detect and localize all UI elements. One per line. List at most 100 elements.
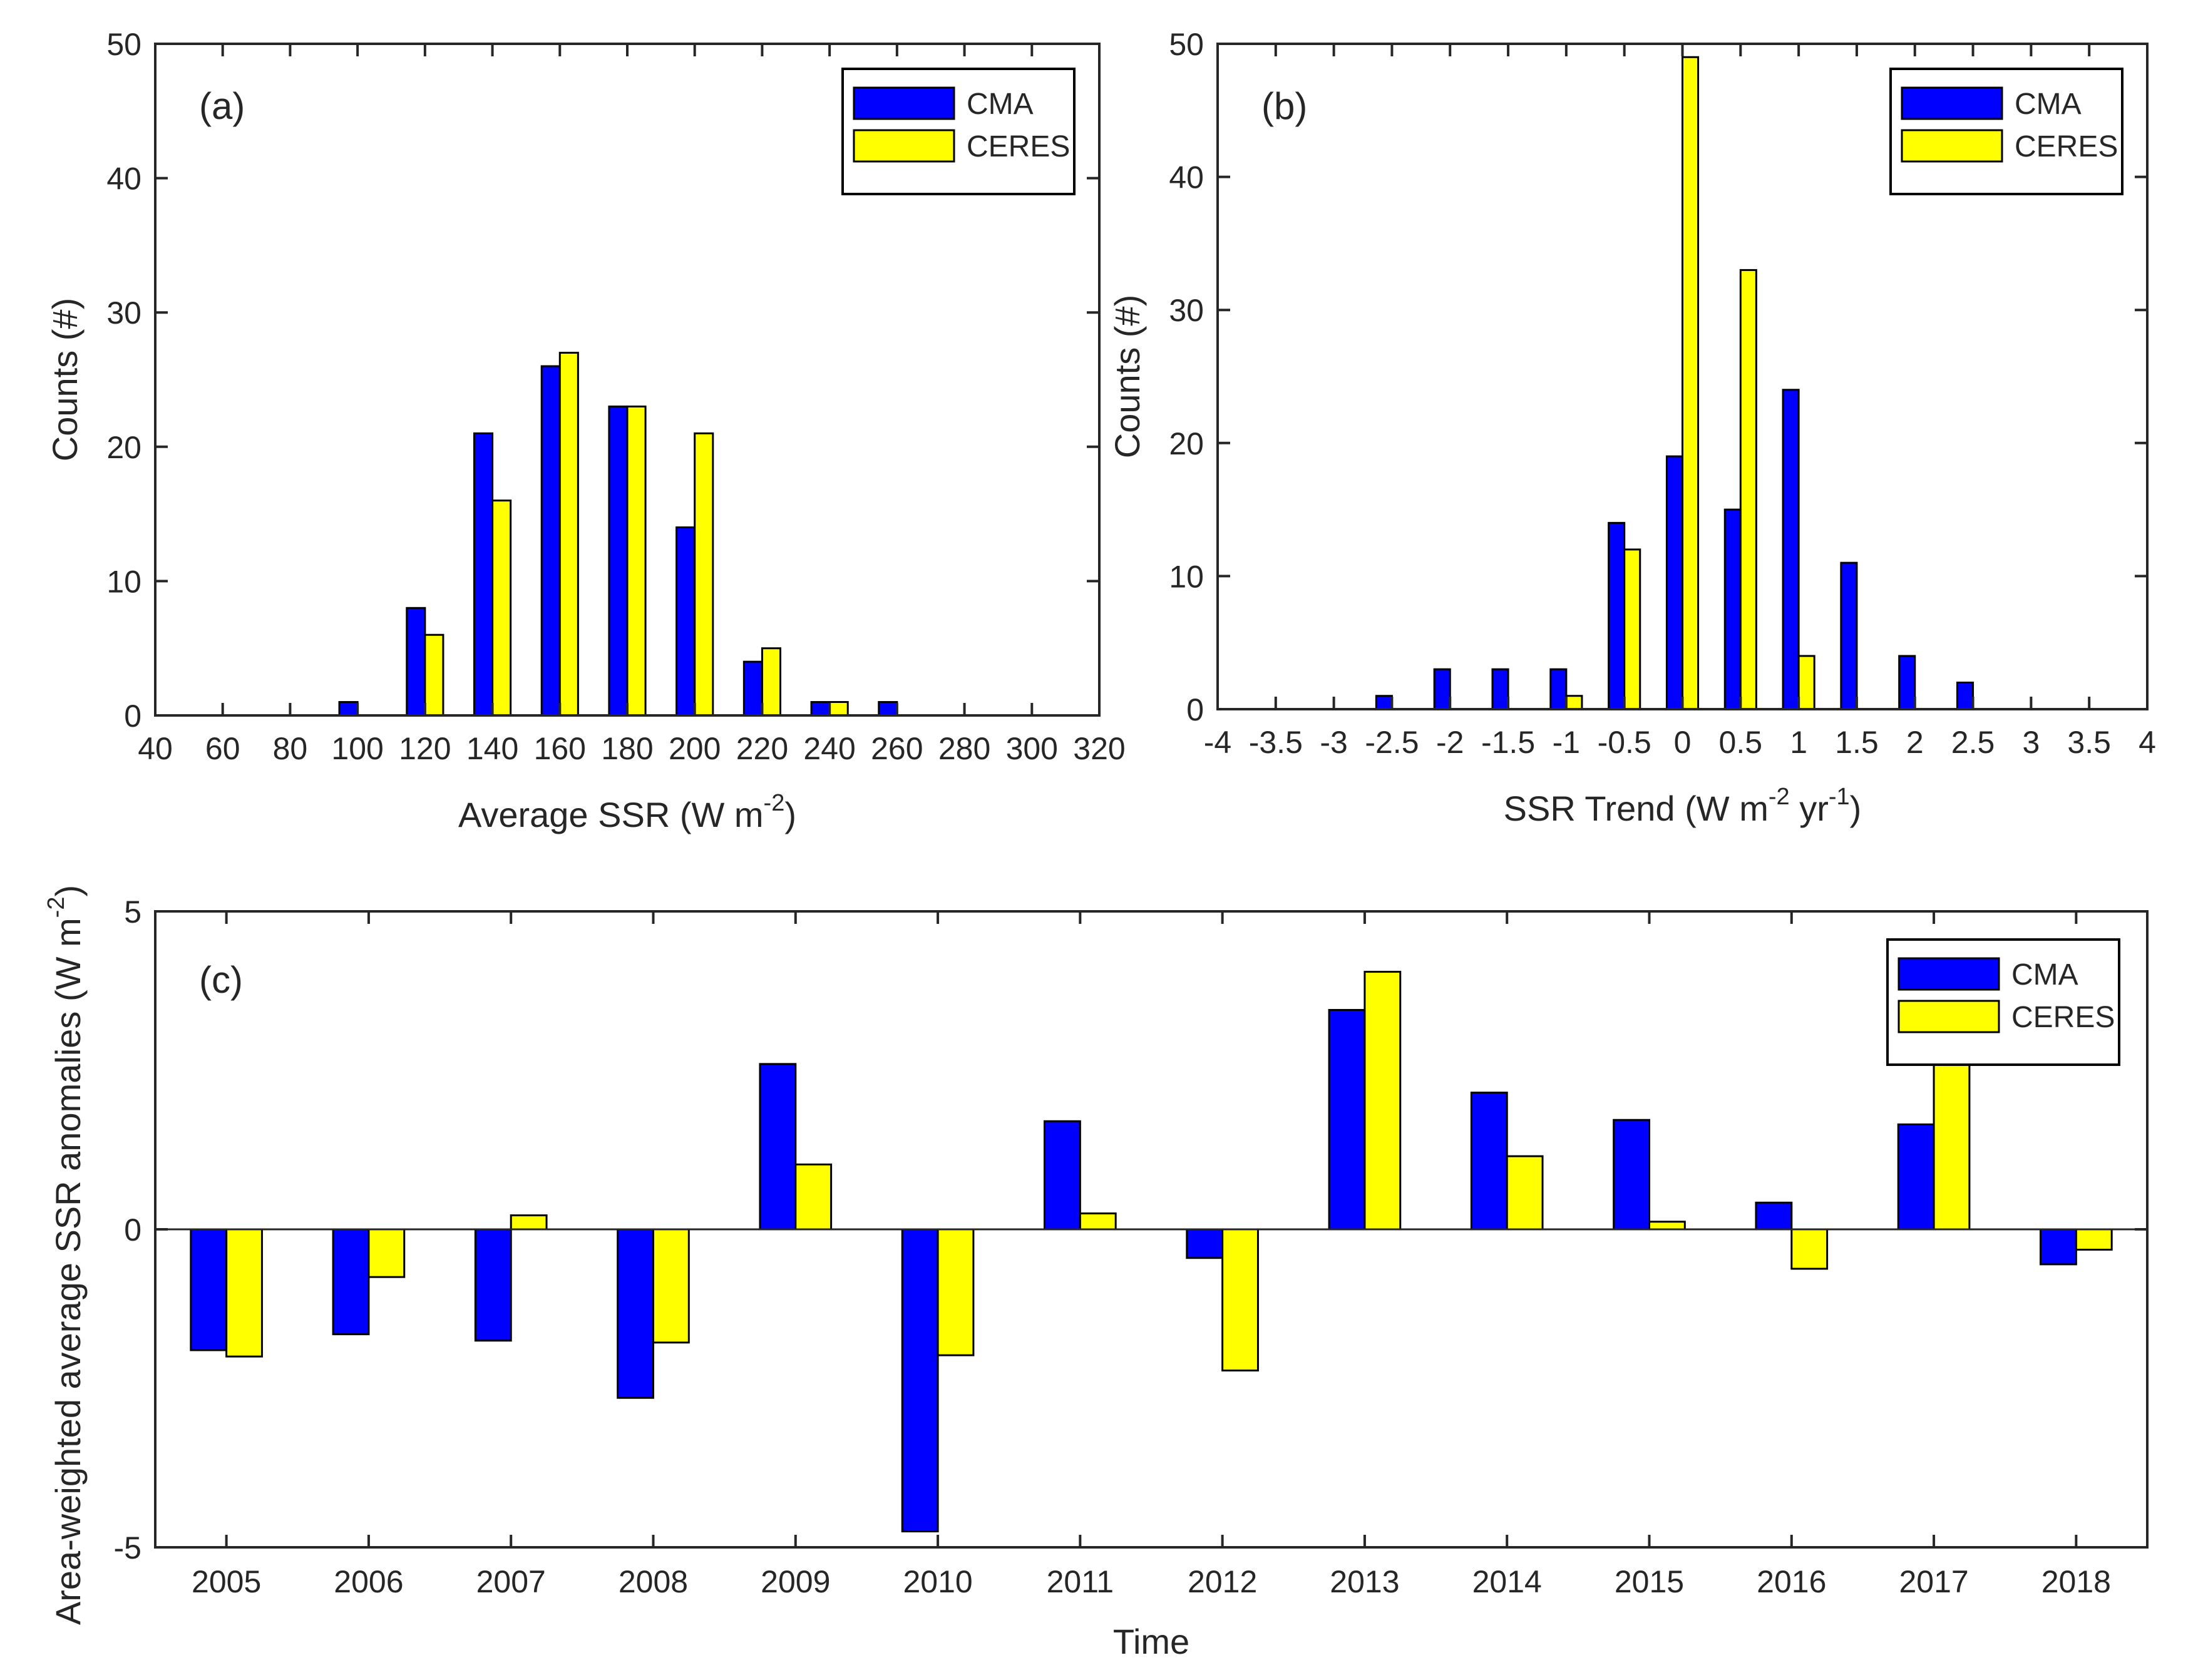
panel-c-ytick-label: 0 xyxy=(124,1212,141,1247)
panel-a-chart: 40 60 80 100 120 140 160 180 200 220 240 260 280 300 3… xyxy=(45,27,1126,834)
panel-b-ytick-label: 10 xyxy=(1169,559,1204,594)
panel-c-xtick-label: 2009 xyxy=(761,1564,830,1599)
panel-a-xtick-label: 140 xyxy=(466,731,518,766)
panel-c-bar-cma-2011 xyxy=(1044,1120,1081,1231)
panel-c-xtick-label: 2006 xyxy=(334,1564,403,1599)
panel-c-y-axis-title: Area-weighted average SSR anomalies (W m… xyxy=(43,885,88,1625)
panel-c-xtick-label: 2010 xyxy=(903,1564,972,1599)
panel-b-xtick-label: 1.5 xyxy=(1835,725,1879,760)
panel-b-bar-cma--2 xyxy=(1433,668,1451,710)
panel-c-legend-swatch-ceres xyxy=(1897,1000,2000,1033)
panel-c-xtick-label: 2016 xyxy=(1757,1564,1826,1599)
panel-c-bar-ceres-2018 xyxy=(2075,1228,2113,1251)
panel-b-xtick-label: -4 xyxy=(1204,725,1231,760)
panel-b-bar-cma-1 xyxy=(1782,389,1800,710)
panel-b-xtick-label: 3.5 xyxy=(2067,725,2111,760)
panel-c-bar-ceres-2011 xyxy=(1079,1212,1117,1231)
panel-c-bar-cma-2007 xyxy=(474,1228,512,1342)
panel-b-x-axis-title-sup2: -1 xyxy=(1829,784,1850,810)
panel-b-xtick-label: -0.5 xyxy=(1598,725,1651,760)
panel-a-xtick-label: 200 xyxy=(669,731,721,766)
panel-b-xtick-label: -2.5 xyxy=(1365,725,1419,760)
panel-b-xtick-label: -1.5 xyxy=(1481,725,1535,760)
panel-b-bar-cma-0 xyxy=(1665,455,1684,710)
panel-c-bar-cma-2017 xyxy=(1897,1123,1935,1231)
panel-a-bar-cma-100 xyxy=(338,701,359,717)
panel-b-legend-swatch-ceres xyxy=(1901,129,2003,163)
panel-b-ytick-label: 40 xyxy=(1169,160,1204,195)
panel-b-xtick-label: -1 xyxy=(1553,725,1580,760)
panel-c-x-axis-title: Time xyxy=(1113,1622,1189,1661)
panel-c-bar-cma-2018 xyxy=(2040,1228,2077,1266)
panel-b-xtick-label: 3 xyxy=(2022,725,2040,760)
panel-b-xtick-label: 0 xyxy=(1674,725,1692,760)
panel-c-bar-cma-2013 xyxy=(1328,1008,1366,1231)
panel-a-xtick-label: 60 xyxy=(205,731,240,766)
panel-a-xtick-label: 320 xyxy=(1073,731,1125,766)
panel-b-xtick-label: 0.5 xyxy=(1719,725,1763,760)
panel-a-xtick-label: 120 xyxy=(399,731,451,766)
panel-c-xtick-label: 2012 xyxy=(1188,1564,1257,1599)
panel-c-y-axis-title-close: ) xyxy=(48,885,88,897)
panel-a-bar-cma-260 xyxy=(878,701,898,717)
panel-b-chart: -4 -3.5 -3 -2.5 -2 -1.5 -1 -0.5 0 0.5 1 1.5 2 2.5 3 3.5… xyxy=(1107,27,2156,828)
panel-b-x-axis-title-sup: -2 xyxy=(1769,784,1790,810)
panel-a-bar-ceres-220 xyxy=(761,647,782,717)
panel-a-xtick-label: 280 xyxy=(938,731,990,766)
panel-c-bar-cma-2016 xyxy=(1755,1201,1793,1231)
panel-b-bar-cma--1.5 xyxy=(1491,668,1509,710)
panel-c-bar-cma-2008 xyxy=(617,1228,655,1399)
panel-c-bar-ceres-2017 xyxy=(1933,1053,1971,1231)
panel-c-bar-ceres-2007 xyxy=(510,1214,548,1231)
panel-a-ytick-label: 10 xyxy=(106,564,141,599)
panel-b-bar-cma-2 xyxy=(1898,655,1916,710)
panel-b-bar-cma--1 xyxy=(1549,668,1568,710)
panel-a-xtick-label: 40 xyxy=(138,731,173,766)
panel-c-y-axis-title-sup: -2 xyxy=(43,897,69,918)
panel-b-x-axis-title-mid: yr xyxy=(1790,789,1829,828)
panel-a-xtick-label: 240 xyxy=(803,731,855,766)
panel-b-bar-ceres-0.5 xyxy=(1739,269,1757,710)
panel-b-xtick-label: 4 xyxy=(2139,725,2156,760)
panel-c-bar-cma-2005 xyxy=(190,1228,228,1351)
panel-c-xtick-label: 2008 xyxy=(619,1564,688,1599)
panel-c-legend-label-cma: CMA xyxy=(2011,958,2078,991)
panel-a-xtick-label: 180 xyxy=(601,731,653,766)
panel-c-xtick-label: 2015 xyxy=(1615,1564,1684,1599)
panel-b-xtick-label: 2 xyxy=(1906,725,1924,760)
panel-c-legend-label-ceres: CERES xyxy=(2011,1001,2115,1034)
panel-a-xtick-label: 220 xyxy=(736,731,788,766)
panel-b-panel-label: (b) xyxy=(1261,85,1307,127)
panel-b-ytick-label: 0 xyxy=(1186,692,1204,727)
panel-a-legend-swatch-cma xyxy=(853,86,955,120)
panel-c-ytick-label: 5 xyxy=(124,894,141,930)
panel-b-bar-cma--0.5 xyxy=(1608,521,1626,710)
panel-a-x-axis-title-close: ) xyxy=(784,795,796,834)
panel-b-xtick-label: -3.5 xyxy=(1249,725,1303,760)
panel-a-ytick-label: 20 xyxy=(106,430,141,465)
panel-a-x-axis-title-main: Average SSR (W m xyxy=(458,795,764,834)
panel-c-bar-ceres-2013 xyxy=(1363,971,1402,1231)
panel-c-bar-ceres-2015 xyxy=(1648,1221,1686,1231)
panel-a-bar-cma-160 xyxy=(540,365,561,717)
panel-a-panel-label: (a) xyxy=(199,85,245,127)
panel-b-bar-ceres-0 xyxy=(1682,56,1700,710)
panel-c-bar-cma-2006 xyxy=(332,1228,370,1336)
panel-b-legend-label-cma: CMA xyxy=(2015,88,2082,121)
panel-b-xtick-label: 2.5 xyxy=(1951,725,1995,760)
panel-a-xtick-label: 260 xyxy=(871,731,923,766)
panel-c-xtick-label: 2005 xyxy=(192,1564,261,1599)
panel-c-bar-cma-2014 xyxy=(1470,1092,1508,1231)
panel-a-bar-cma-200 xyxy=(675,526,696,717)
panel-b-xtick-label: -2 xyxy=(1436,725,1464,760)
panel-a-bar-cma-140 xyxy=(473,432,494,717)
panel-b-ytick-label: 20 xyxy=(1169,426,1204,461)
panel-c-xtick-label: 2013 xyxy=(1330,1564,1399,1599)
panel-b-x-axis-title-close: ) xyxy=(1850,789,1862,828)
panel-c-bar-cma-2015 xyxy=(1613,1119,1650,1231)
panel-a-bar-cma-240 xyxy=(810,701,831,717)
panel-a-x-axis-title: Average SSR (W m-2) xyxy=(458,790,796,834)
panel-a-y-axis-title: Counts (#) xyxy=(45,298,85,461)
panel-c-bar-ceres-2012 xyxy=(1221,1228,1259,1372)
